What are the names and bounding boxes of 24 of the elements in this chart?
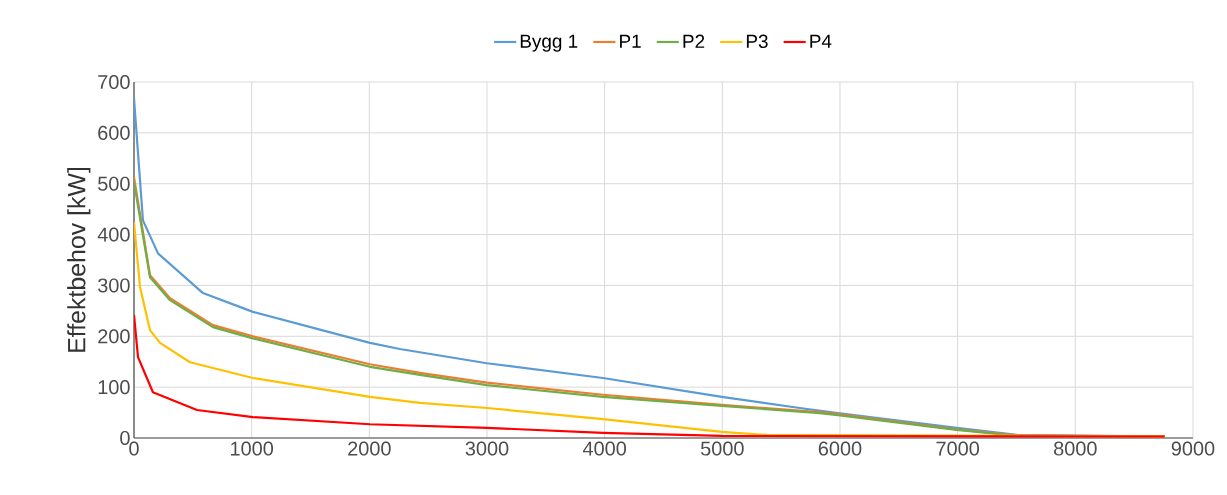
- legend-label: P3: [746, 34, 768, 49]
- y-axis-title: Effektbehov [kW]: [67, 167, 91, 352]
- legend-label: P4: [810, 34, 832, 48]
- x-tick-label: 8000: [1054, 441, 1097, 456]
- line-series: [134, 313, 1166, 438]
- y-tick-label: 100: [98, 380, 130, 395]
- y-tick-label: 400: [97, 227, 130, 242]
- y-tick-label: 200: [98, 329, 130, 344]
- x-tick-label: 7000: [936, 441, 980, 456]
- legend-label: P2: [683, 34, 705, 48]
- legend-label: P1: [620, 34, 641, 48]
- y-tick-label: 500: [98, 176, 130, 191]
- x-tick-label: 5000: [700, 441, 744, 456]
- legend-label: Bygg 1: [520, 34, 578, 52]
- y-tick-label: 300: [98, 278, 130, 293]
- x-tick-label: 6000: [818, 441, 862, 456]
- y-tick-label: 600: [98, 125, 130, 140]
- x-tick-label: 2000: [348, 441, 391, 456]
- x-tick-label: 1000: [231, 441, 274, 456]
- x-tick-label: 9000: [1171, 441, 1215, 456]
- y-tick-label: 0: [120, 430, 130, 446]
- x-tick-label: 3000: [465, 441, 509, 456]
- x-tick-label: 4000: [582, 441, 627, 456]
- y-tick-label: 700: [98, 74, 130, 90]
